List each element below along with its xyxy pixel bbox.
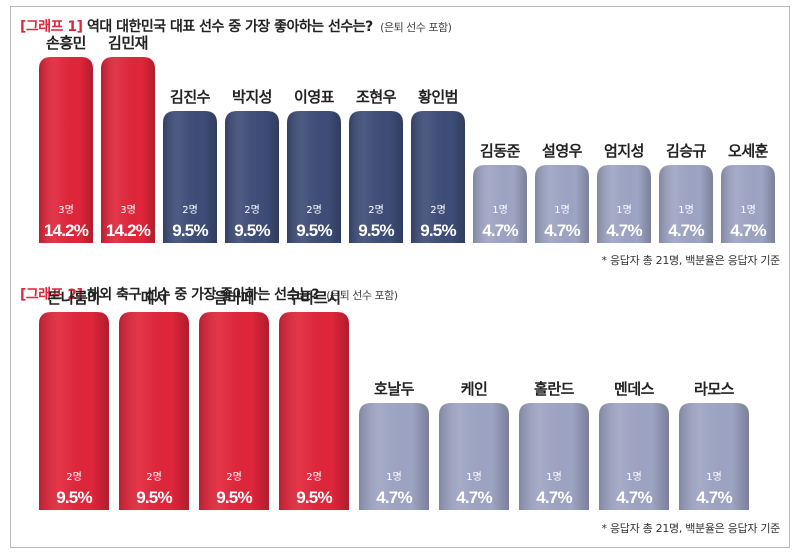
chart-1-footnote: * 응답자 총 21명, 백분율은 응답자 기준 [601,254,781,267]
chart-1-title: 역대 대한민국 대표 선수 중 가장 좋아하는 선수는? [86,19,373,35]
chart-2-tag: [그래프 2] [20,287,83,303]
chart-2-heading: [그래프 2] 해외 축구 선수 중 가장 좋아하는 선수는? (은퇴 선수 포… [20,284,398,304]
chart-2-subtitle: (은퇴 선수 포함) [326,289,398,302]
chart-1-tag: [그래프 1] [20,19,83,35]
chart-2-title: 해외 축구 선수 중 가장 좋아하는 선수는? [86,287,319,303]
infographic-frame [10,6,790,548]
chart-2-footnote: * 응답자 총 21명, 백분율은 응답자 기준 [601,522,781,535]
chart-1-subtitle: (은퇴 선수 포함) [380,21,452,34]
chart-1-heading: [그래프 1] 역대 대한민국 대표 선수 중 가장 좋아하는 선수는? (은퇴… [20,16,452,36]
